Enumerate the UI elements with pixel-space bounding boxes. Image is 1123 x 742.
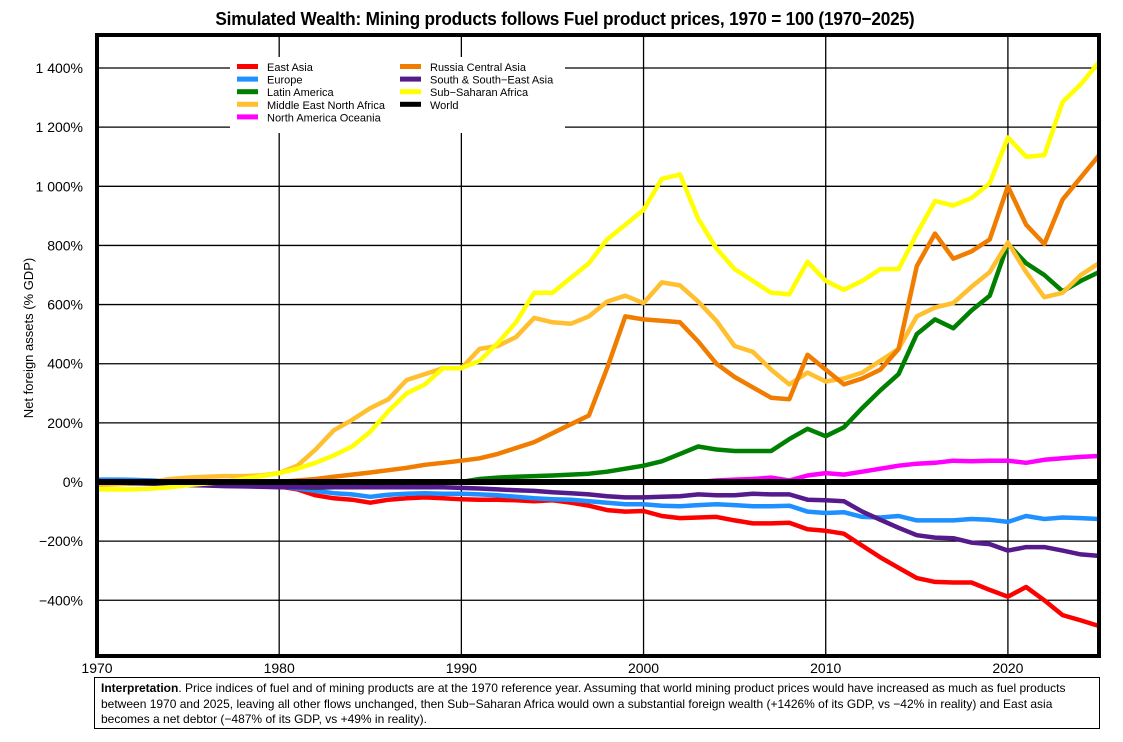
series-lines — [96, 60, 1101, 629]
legend-label: South & South−East Asia — [430, 75, 554, 87]
y-tick-label: 200% — [47, 415, 83, 431]
x-tick-label: 1990 — [446, 660, 477, 676]
y-tick-label: −400% — [39, 592, 83, 608]
series-line-sub-saharan-africa — [97, 60, 1101, 492]
series-line-south-south-east-asia — [96, 479, 1100, 559]
legend-label: Sub−Saharan Africa — [430, 87, 529, 99]
legend-label: Russia Central Asia — [430, 62, 527, 74]
y-axis-ticks: −400% −200% 0% 200% 400% 600% 800% 1 000% 1 200%… — [36, 60, 83, 608]
legend-label: World — [430, 100, 459, 112]
note-text: . Price indices of fuel and of mining pr… — [101, 681, 1066, 726]
plot-frame — [95, 33, 1101, 658]
legend-label: East Asia — [267, 62, 314, 74]
x-tick-label: 2020 — [992, 660, 1023, 676]
interpretation-note: Interpretation. Price indices of fuel an… — [94, 677, 1100, 729]
legend-box — [230, 57, 565, 133]
x-tick-label: 2000 — [628, 660, 659, 676]
x-axis-ticks: 1970 1980 1990 2000 2010 2020 — [81, 660, 1023, 676]
y-tick-label: 1 000% — [36, 178, 83, 194]
y-tick-label: 0% — [63, 474, 83, 490]
y-tick-label: 800% — [47, 237, 83, 253]
note-label: Interpretation — [101, 681, 179, 695]
legend-label: Middle East North Africa — [267, 100, 386, 112]
legend-swatch — [400, 101, 421, 107]
legend-swatch — [237, 101, 258, 107]
x-tick-label: 1980 — [264, 660, 295, 676]
y-tick-label: 400% — [47, 356, 83, 372]
legend-swatch — [237, 89, 258, 95]
y-tick-label: 1 200% — [36, 119, 83, 135]
legend-label: Europe — [267, 75, 302, 87]
legend-swatch — [237, 76, 258, 82]
chart-title: Simulated Wealth: Mining products follow… — [215, 8, 915, 29]
x-tick-label: 2010 — [810, 660, 841, 676]
y-tick-label: 1 400% — [36, 60, 83, 76]
legend-swatch — [400, 64, 421, 69]
y-axis-label: Net foreign assets (% GDP) — [21, 258, 36, 418]
legend-swatch — [237, 114, 258, 120]
legend-label: Latin America — [267, 87, 335, 99]
series-line-latin-america — [96, 241, 1100, 491]
legend-swatch — [400, 76, 421, 82]
x-tick-label: 1970 — [81, 660, 112, 676]
legend-swatch — [237, 64, 258, 69]
grid — [97, 35, 1099, 656]
legend-swatch — [400, 89, 421, 95]
y-tick-label: 600% — [47, 297, 83, 313]
legend-label: North America Oceania — [267, 112, 382, 124]
y-tick-label: −200% — [39, 533, 83, 549]
